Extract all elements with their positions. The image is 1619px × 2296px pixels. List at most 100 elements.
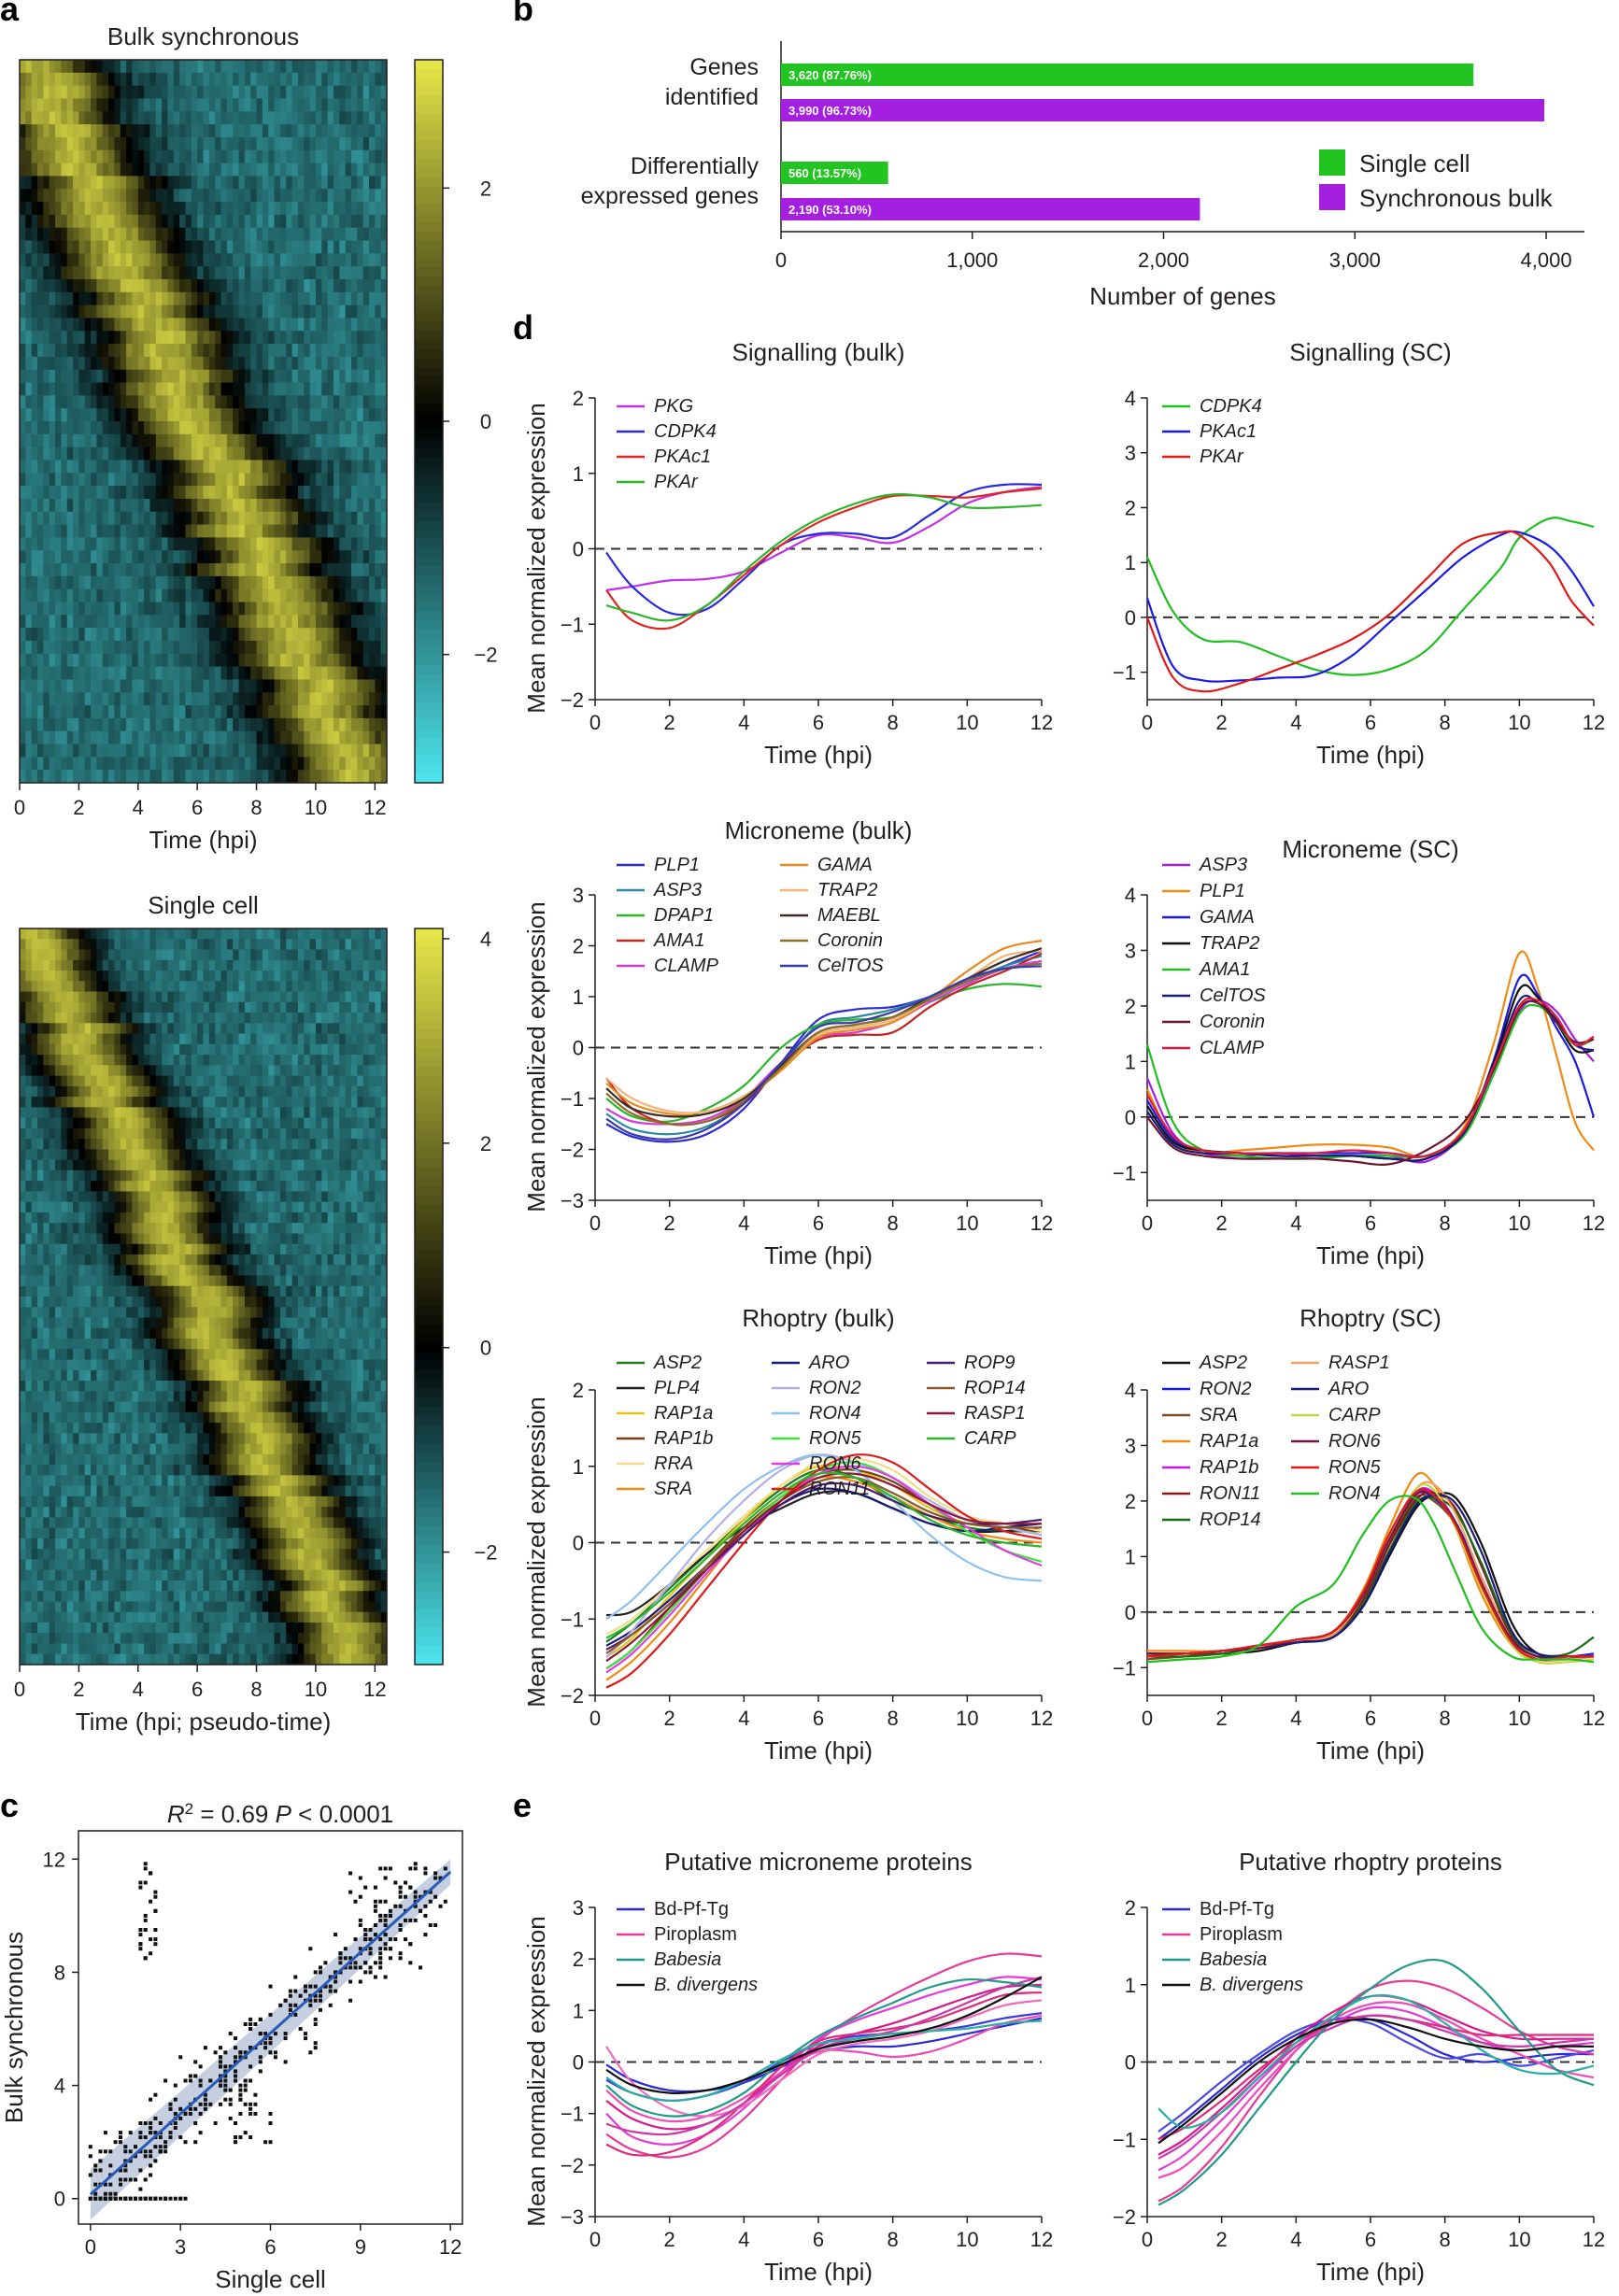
heatmap-cell (368, 692, 376, 706)
heatmap-cell (132, 615, 139, 629)
heatmap-cell (155, 1055, 163, 1066)
heatmap-cell (179, 744, 187, 758)
heatmap-cell (203, 214, 210, 229)
heatmap-cell (368, 1023, 376, 1035)
heatmap-cell (185, 278, 192, 293)
heatmap-cell (333, 331, 340, 345)
heatmap-cell (162, 446, 169, 461)
heatmap-cell (108, 640, 116, 655)
heatmap-cell (208, 666, 216, 681)
heatmap-cell (357, 679, 364, 693)
heatmap-cell (120, 214, 127, 229)
heatmap-cell (114, 981, 121, 993)
heatmap-cell (368, 524, 376, 538)
heatmap-cell (43, 640, 50, 655)
heatmap-cell (304, 149, 311, 164)
heatmap-cell (215, 1055, 222, 1066)
heatmap-cell (297, 266, 305, 280)
heatmap-cell (362, 1117, 370, 1129)
heatmap-cell (321, 98, 329, 112)
heatmap-cell (339, 640, 347, 655)
heatmap-cell (250, 253, 258, 267)
heatmap-cell (345, 227, 352, 242)
heatmap-cell (84, 189, 92, 203)
heatmap-cell (20, 1139, 26, 1150)
heatmap-cell (37, 266, 44, 280)
heatmap-cell (197, 382, 205, 396)
heatmap-cell (368, 446, 376, 461)
heatmap-cell (268, 537, 276, 551)
heatmap-cell (268, 588, 276, 603)
heatmap-cell (137, 266, 145, 280)
heatmap-cell (185, 692, 192, 706)
heatmap-cell (203, 382, 210, 396)
heatmap-cell (20, 202, 26, 216)
heatmap-cell (291, 575, 299, 590)
heatmap-cell (61, 85, 68, 100)
heatmap-cell (120, 240, 127, 254)
heatmap-cell (37, 318, 44, 332)
heatmap-cell (315, 124, 322, 138)
heatmap-cell (78, 395, 86, 409)
heatmap-cell (43, 717, 50, 732)
heatmap-cell (345, 498, 352, 513)
heatmap-cell (120, 1139, 127, 1150)
heatmap-cell (368, 433, 376, 448)
heatmap-cell (315, 981, 322, 993)
heatmap-cell (291, 395, 299, 409)
heatmap-cell (173, 176, 180, 190)
heatmap-cell (345, 1013, 352, 1024)
heatmap-cell (149, 382, 157, 396)
heatmap-cell (96, 344, 104, 358)
heatmap-cell (333, 602, 340, 616)
heatmap-cell (96, 176, 104, 190)
heatmap-cell (137, 1107, 145, 1119)
heatmap-cell (108, 240, 116, 254)
heatmap-cell (84, 266, 92, 280)
heatmap-cell (339, 730, 347, 745)
heatmap-cell (256, 111, 263, 125)
heatmap-cell (226, 473, 234, 487)
heatmap-cell (345, 679, 352, 693)
heatmap-cell (132, 1097, 139, 1108)
heatmap-cell (250, 1149, 258, 1161)
heatmap-cell (149, 278, 157, 293)
heatmap-cell (321, 679, 329, 693)
heatmap-cell (78, 1159, 86, 1171)
heatmap-cell (149, 730, 157, 745)
heatmap-cell (25, 111, 33, 125)
heatmap-cell (327, 991, 334, 1003)
heatmap-cell (368, 949, 376, 961)
heatmap-cell (155, 628, 163, 642)
heatmap-cell (345, 550, 352, 564)
heatmap-cell (102, 615, 109, 629)
heatmap-cell (362, 928, 370, 940)
heatmap-cell (345, 705, 352, 719)
heatmap-cell (120, 640, 127, 655)
heatmap-cell (220, 136, 228, 151)
heatmap-cell (43, 563, 50, 577)
heatmap-cell (179, 602, 187, 616)
heatmap-cell (345, 575, 352, 590)
heatmap-cell (203, 136, 210, 151)
heatmap-cell (137, 730, 145, 745)
heatmap-cell (250, 240, 258, 254)
heatmap-cell (73, 318, 79, 332)
heatmap-cell (114, 124, 121, 138)
heatmap-cell (114, 1159, 121, 1171)
heatmap-cell (279, 1023, 287, 1035)
heatmap-cell (262, 227, 269, 242)
colorbar-step (415, 294, 443, 305)
heatmap-cell (380, 1001, 388, 1013)
heatmap-cell (155, 971, 163, 982)
colorbar-step (415, 728, 443, 739)
heatmap-cell (108, 524, 116, 538)
heatmap-cell (286, 1139, 293, 1150)
heatmap-cell (173, 1055, 180, 1066)
heatmap-cell (96, 1159, 104, 1171)
heatmap-cell (137, 202, 145, 216)
heatmap-cell (132, 72, 139, 87)
heatmap-cell (244, 717, 251, 732)
heatmap-cell (226, 446, 234, 461)
heatmap-cell (375, 628, 382, 642)
